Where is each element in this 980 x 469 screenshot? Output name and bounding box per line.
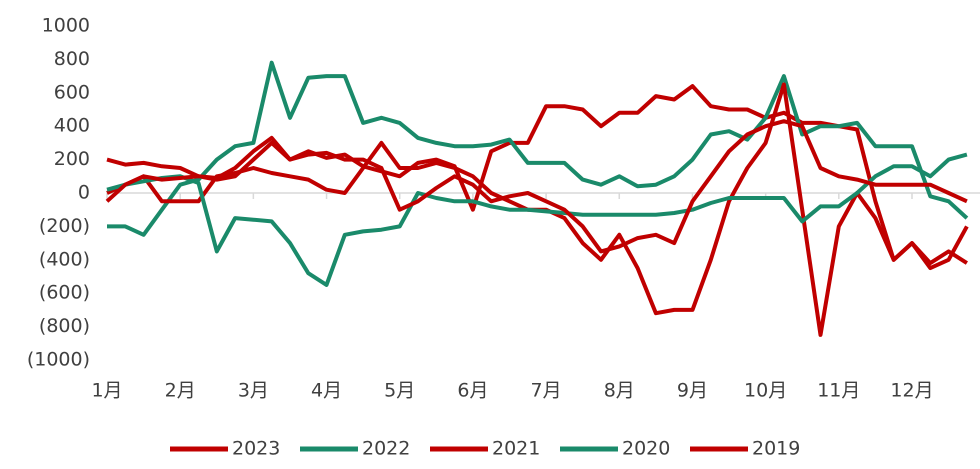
series-line xyxy=(106,152,968,287)
series-line xyxy=(107,60,969,237)
x-tick-label: 8月 xyxy=(604,380,635,402)
y-tick-label: 200 xyxy=(54,148,90,170)
legend-label: 2022 xyxy=(362,438,410,460)
y-tick-label: 1000 xyxy=(42,15,90,37)
y-tick-label: (800) xyxy=(39,315,90,337)
legend-label: 2020 xyxy=(622,438,670,460)
x-tick-label: 12月 xyxy=(890,380,933,402)
x-tick-label: 5月 xyxy=(384,380,415,402)
y-tick-label: 400 xyxy=(54,115,90,137)
x-tick-label: 11月 xyxy=(817,380,860,402)
x-tick-label: 7月 xyxy=(531,380,562,402)
legend-label: 2023 xyxy=(232,438,280,460)
y-tick-label: 0 xyxy=(78,182,90,204)
x-tick-label: 2月 xyxy=(165,380,196,402)
x-tick-label: 1月 xyxy=(91,380,122,402)
legend-label: 2021 xyxy=(492,438,540,460)
x-tick-label: 4月 xyxy=(311,380,342,402)
y-tick-label: (1000) xyxy=(27,349,90,371)
x-tick-label: 3月 xyxy=(238,380,269,402)
series-line xyxy=(105,119,968,254)
y-tick-label: (600) xyxy=(39,282,90,304)
x-tick-label: 6月 xyxy=(457,380,488,402)
x-tick-label: 9月 xyxy=(677,380,708,402)
y-tick-label: (200) xyxy=(39,215,90,237)
series-line xyxy=(106,84,968,266)
y-tick-label: (400) xyxy=(39,248,90,270)
x-tick-label: 10月 xyxy=(744,380,787,402)
y-tick-label: 600 xyxy=(54,81,90,103)
legend-label: 2019 xyxy=(752,438,800,460)
y-tick-label: 800 xyxy=(54,48,90,70)
